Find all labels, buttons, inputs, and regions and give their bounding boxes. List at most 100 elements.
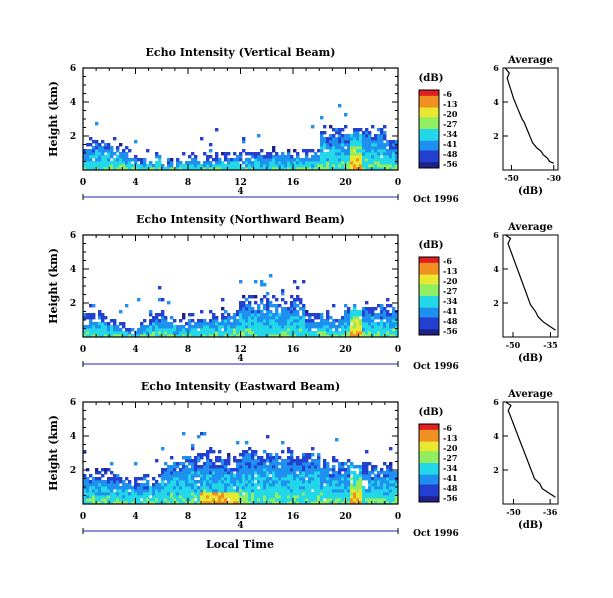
heatmap-cell — [293, 465, 297, 469]
heatmap-cell — [311, 313, 315, 317]
profile-title: Average — [507, 222, 553, 233]
heatmap-cell — [104, 492, 108, 496]
heatmap-cell — [287, 498, 291, 502]
heatmap-cell — [290, 331, 294, 335]
heatmap-cell — [209, 501, 213, 505]
heatmap-cell — [95, 155, 99, 159]
heatmap-cell — [374, 307, 378, 311]
heatmap-cell — [263, 161, 267, 165]
heatmap-cell — [239, 492, 243, 496]
heatmap-cell — [332, 471, 336, 475]
heatmap-cell — [371, 468, 375, 472]
heatmap-cell — [320, 134, 324, 138]
heatmap-cell — [89, 328, 93, 332]
heatmap-cell — [131, 158, 135, 162]
heatmap-cell — [203, 322, 207, 326]
heatmap-cell — [230, 495, 234, 499]
heatmap-cell — [272, 295, 276, 299]
heatmap-cell — [377, 495, 381, 499]
heatmap-cell — [269, 319, 273, 323]
heatmap-cell — [164, 489, 168, 493]
heatmap-cell — [299, 480, 303, 484]
heatmap-cell — [101, 468, 105, 472]
heatmap-cell — [359, 483, 363, 487]
heatmap-cell — [350, 140, 354, 144]
colorbar-segment — [419, 476, 439, 479]
heatmap-cell — [356, 167, 360, 171]
heatmap-cell — [95, 498, 99, 502]
heatmap-cell — [227, 459, 231, 463]
heatmap-cell — [116, 158, 120, 162]
heatmap-cell — [305, 322, 309, 326]
heatmap-cell — [371, 140, 375, 144]
heatmap-cell — [362, 462, 366, 466]
heatmap-cell — [116, 477, 120, 481]
heatmap-cell — [347, 319, 351, 323]
heatmap-cell — [377, 143, 381, 147]
heatmap-cell — [266, 307, 270, 311]
heatmap-cell — [146, 334, 150, 338]
heatmap-cell — [212, 468, 216, 472]
heatmap-cell — [389, 501, 393, 505]
heatmap-cell — [365, 307, 369, 311]
heatmap-cell — [251, 486, 255, 490]
heatmap-cell — [305, 328, 309, 332]
heatmap-cell — [254, 161, 258, 165]
heatmap-cell — [344, 474, 348, 478]
heatmap-cell — [209, 483, 213, 487]
colorbar-segment — [419, 468, 439, 472]
heatmap-cell — [353, 322, 357, 326]
heatmap-cell — [182, 495, 186, 499]
heatmap-cell — [290, 301, 294, 305]
heatmap-cell — [296, 489, 300, 493]
heatmap-cell — [332, 501, 336, 505]
heatmap-cell — [239, 310, 243, 314]
heatmap-cell — [257, 328, 261, 332]
heatmap-cell — [257, 161, 261, 165]
heatmap-cell — [158, 322, 162, 326]
heatmap-cell — [167, 483, 171, 487]
heatmap-cell — [122, 161, 126, 165]
heatmap-cell — [224, 468, 228, 472]
heatmap-cell — [332, 489, 336, 493]
heatmap-cell — [107, 328, 111, 332]
heatmap-cell — [365, 489, 369, 493]
colorbar-segment — [419, 331, 439, 334]
heatmap-cell — [287, 307, 291, 311]
heatmap-cell — [323, 125, 327, 129]
heatmap-cell — [338, 319, 342, 323]
heatmap-cell — [302, 465, 306, 469]
heatmap-cell — [377, 331, 381, 335]
heatmap-cell — [281, 498, 285, 502]
heatmap-cell — [83, 152, 87, 156]
heatmap-cell — [215, 128, 219, 132]
heatmap-cell — [239, 301, 243, 305]
heatmap-cell — [281, 307, 285, 311]
heatmap-cell — [353, 128, 357, 132]
heatmap-cell — [101, 495, 105, 499]
heatmap-cell — [260, 310, 264, 314]
heatmap-cell — [338, 137, 342, 141]
heatmap-cell — [248, 453, 252, 457]
heatmap-cell — [302, 328, 306, 332]
heatmap-cell — [362, 137, 366, 141]
heatmap-cell — [233, 456, 237, 460]
heatmap-cell — [167, 301, 171, 305]
heatmap-cell — [296, 462, 300, 466]
heatmap-cell — [134, 155, 138, 159]
heatmap-cell — [215, 322, 219, 326]
heatmap-cell — [95, 325, 99, 329]
heatmap-cell — [335, 483, 339, 487]
heatmap-cell — [227, 501, 231, 505]
profile-frame — [502, 67, 559, 171]
heatmap-cell — [218, 322, 222, 326]
heatmap-cell — [152, 316, 156, 320]
heatmap-cell — [362, 331, 366, 335]
heatmap-cell — [188, 501, 192, 505]
heatmap-cell — [362, 140, 366, 144]
heatmap-cell — [104, 149, 108, 153]
heatmap-cell — [263, 495, 267, 499]
heatmap-cell — [281, 328, 285, 332]
heatmap-cell — [173, 328, 177, 332]
heatmap-cell — [395, 486, 399, 490]
